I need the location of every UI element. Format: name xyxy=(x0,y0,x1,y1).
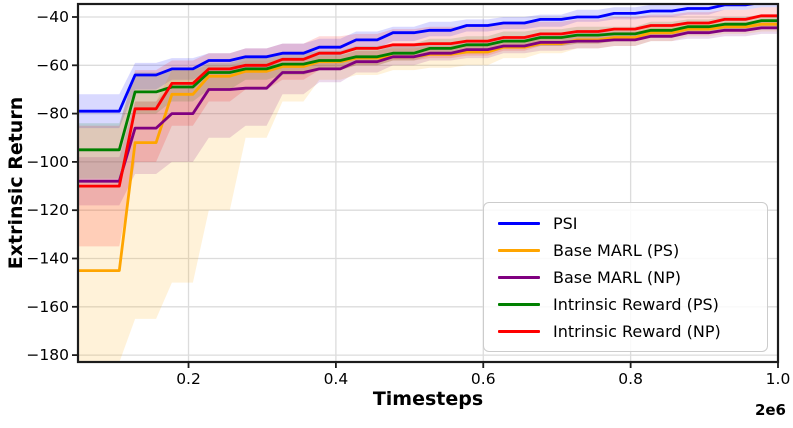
legend-entry-intrinsic-ps: Intrinsic Reward (PS) xyxy=(498,291,757,318)
legend-line-swatch-intrinsic-np xyxy=(498,330,540,333)
y-tick-label-−40: −40 xyxy=(36,8,69,26)
x-tick-label-0.8: 0.8 xyxy=(618,370,643,388)
confidence-band-4 xyxy=(78,7,778,247)
confidence-band-0 xyxy=(78,4,778,129)
y-tick-label-−100: −100 xyxy=(26,153,69,171)
legend-entry-base-marl-np: Base MARL (NP) xyxy=(498,264,757,291)
legend-entry-psi: PSI xyxy=(498,210,757,237)
y-tick-label-−160: −160 xyxy=(26,298,69,316)
y-tick-label-−180: −180 xyxy=(26,346,69,364)
series-line-0 xyxy=(78,4,761,113)
legend-label-intrinsic-np: Intrinsic Reward (NP) xyxy=(553,321,721,341)
legend-line-swatch-base-marl-np xyxy=(498,276,540,279)
legend-entry-intrinsic-np: Intrinsic Reward (NP) xyxy=(498,318,757,345)
x-tick-label-1.0: 1.0 xyxy=(766,370,791,388)
series-line-2 xyxy=(78,26,778,183)
series-line-4 xyxy=(78,14,778,188)
legend: PSI Base MARL (PS) Base MARL (NP) Intrin… xyxy=(483,202,768,352)
legend-entry-base-marl-ps: Base MARL (PS) xyxy=(498,237,757,264)
x-tick-label-0.6: 0.6 xyxy=(471,370,496,388)
legend-line-swatch-base-marl-ps xyxy=(498,249,540,252)
y-tick-label-−60: −60 xyxy=(36,56,69,74)
legend-label-base-marl-ps: Base MARL (PS) xyxy=(553,240,680,260)
y-tick-label-−80: −80 xyxy=(36,105,69,123)
legend-label-psi: PSI xyxy=(553,213,578,233)
axes-spines xyxy=(76,2,780,364)
y-tick-label-−120: −120 xyxy=(26,201,69,219)
legend-label-intrinsic-ps: Intrinsic Reward (PS) xyxy=(553,294,719,314)
y-tick-label-−140: −140 xyxy=(26,250,69,268)
x-tick-label-0.2: 0.2 xyxy=(176,370,201,388)
x-axis-label: Timesteps xyxy=(373,388,483,410)
confidence-band-1 xyxy=(78,19,778,362)
legend-label-base-marl-np: Base MARL (NP) xyxy=(553,267,682,287)
legend-line-swatch-psi xyxy=(498,222,540,225)
y-axis-label: Extrinsic Return xyxy=(5,97,27,269)
x-tick-label-0.4: 0.4 xyxy=(324,370,349,388)
confidence-band-3 xyxy=(78,14,778,179)
x-axis-offset-text: 2e6 xyxy=(755,401,786,419)
legend-line-swatch-intrinsic-ps xyxy=(498,303,540,306)
series-line-3 xyxy=(78,19,778,152)
